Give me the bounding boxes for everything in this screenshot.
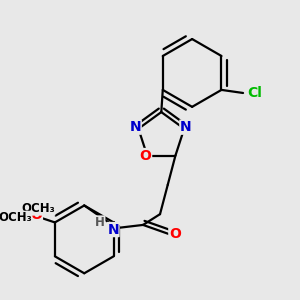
Text: O: O <box>169 227 181 241</box>
Text: H: H <box>95 216 105 229</box>
Text: Cl: Cl <box>246 86 261 100</box>
Text: N: N <box>107 223 119 237</box>
Text: O: O <box>31 208 42 222</box>
Text: OCH₃: OCH₃ <box>0 211 32 224</box>
Text: O: O <box>140 148 152 163</box>
Text: N: N <box>130 120 141 134</box>
Text: N: N <box>180 120 191 134</box>
Text: Cl: Cl <box>247 86 262 100</box>
Text: OCH₃: OCH₃ <box>21 202 55 215</box>
